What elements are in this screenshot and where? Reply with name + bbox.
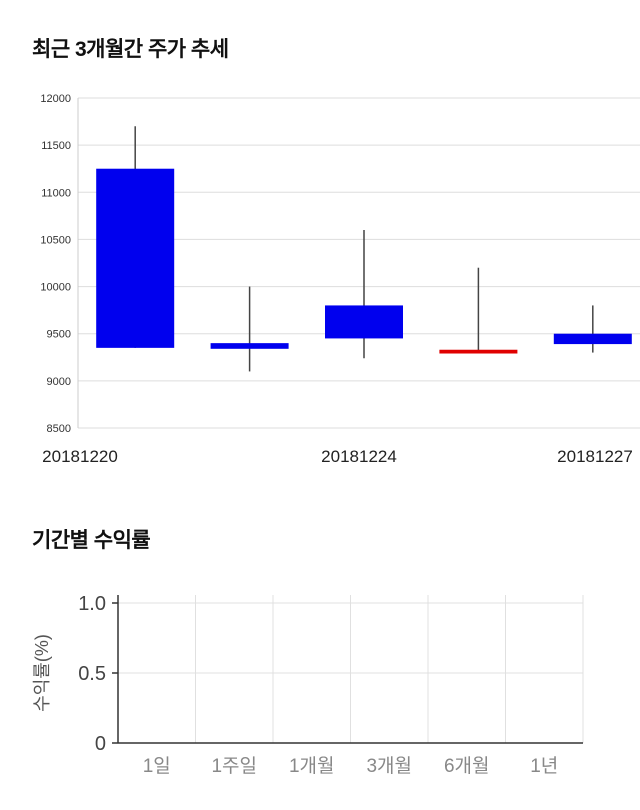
x-category-label-1: 1주일 bbox=[211, 755, 257, 777]
y-tick-label-1: 0.5 bbox=[78, 663, 106, 685]
period-returns-title: 기간별 수익률 bbox=[32, 529, 151, 552]
candle-body-2 bbox=[325, 305, 403, 339]
y-tick-label-0: 0 bbox=[95, 733, 106, 755]
x-axis-date-label-2: 20181227 bbox=[557, 447, 633, 466]
y-tick-label: 12000 bbox=[40, 93, 71, 105]
y-tick-label: 11500 bbox=[41, 140, 71, 152]
x-category-label-5: 1년 bbox=[530, 755, 558, 777]
x-axis-date-label-0: 20181220 bbox=[42, 447, 118, 466]
y-axis-title: 수익률(%) bbox=[32, 634, 52, 712]
x-category-label-3: 3개월 bbox=[366, 755, 412, 777]
y-tick-label: 11000 bbox=[41, 187, 71, 199]
y-tick-label: 10000 bbox=[40, 282, 71, 294]
candle-body-1 bbox=[210, 343, 289, 349]
y-tick-label: 9000 bbox=[47, 376, 71, 388]
x-category-label-4: 6개월 bbox=[444, 755, 490, 777]
x-axis-date-label-1: 20181224 bbox=[321, 447, 397, 466]
y-tick-label: 8500 bbox=[47, 423, 71, 435]
x-category-label-0: 1일 bbox=[143, 755, 171, 777]
candle-body-3 bbox=[439, 349, 518, 354]
y-tick-label: 9500 bbox=[47, 329, 71, 341]
y-tick-label-2: 1.0 bbox=[78, 593, 106, 615]
candle-body-0 bbox=[96, 168, 175, 348]
price-trend-candlestick-chart: 8500 9000 9500 10000 10500 11000 11500 12000 201… bbox=[40, 93, 640, 466]
price-trend-title: 최근 3개월간 주가 추세 bbox=[32, 38, 229, 61]
x-category-label-2: 1개월 bbox=[289, 755, 335, 777]
y-tick-label: 10500 bbox=[40, 234, 71, 246]
candle-body-4 bbox=[553, 333, 632, 345]
period-returns-bar-chart: 0 0.5 1.0 1일 1주일 1개월 3개월 6개월 1년 수익률(%) bbox=[32, 593, 584, 777]
